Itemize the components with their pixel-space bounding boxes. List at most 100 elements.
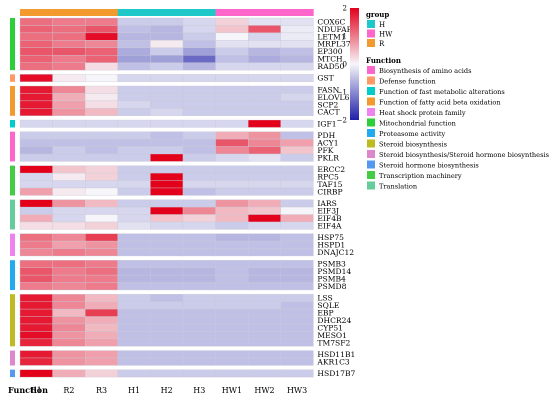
- heatmap-cell: [19, 338, 53, 347]
- heatmap-cell: [248, 146, 281, 155]
- heatmap-cell: [52, 17, 86, 26]
- column-label: H1: [128, 386, 140, 395]
- heatmap-cell: [52, 323, 86, 332]
- function-bar-segment: [10, 233, 15, 256]
- heatmap-cell: [280, 180, 314, 189]
- heatmap-cell: [85, 62, 118, 71]
- heatmap-cell: [215, 17, 249, 26]
- heatmap-cell: [280, 233, 314, 242]
- heatmap-cell: [248, 25, 281, 34]
- heatmap-cell: [85, 260, 118, 268]
- heatmap-cell: [280, 221, 314, 230]
- heatmap-cell: [52, 357, 86, 366]
- heatmap-cell: [150, 206, 184, 215]
- function-bar-segment: [10, 74, 15, 82]
- heatmap-cell: [182, 206, 216, 215]
- heatmap-cell: [280, 187, 314, 196]
- row-label: PSMB4: [317, 274, 346, 283]
- heatmap-cell: [85, 25, 118, 34]
- heatmap-cell: [182, 119, 216, 128]
- heatmap-cell: [85, 214, 118, 223]
- row-label: TAF15: [317, 180, 342, 189]
- heatmap-cell: [150, 180, 184, 189]
- heatmap-cell: [52, 40, 86, 48]
- heatmap-cell: [117, 214, 151, 223]
- heatmap-cell: [150, 131, 184, 140]
- heatmap-cell: [248, 214, 281, 223]
- heatmap-cell: [19, 146, 53, 155]
- heatmap-cell: [52, 55, 86, 63]
- heatmap-cell: [117, 323, 151, 332]
- row-label: HSPD1: [317, 240, 345, 249]
- heatmap-cell: [248, 301, 281, 310]
- function-column-header: Function: [8, 385, 48, 395]
- function-legend-swatch: [367, 139, 375, 148]
- heatmap-cell: [182, 180, 216, 189]
- heatmap-cell: [117, 32, 151, 41]
- color-scale-legend: 2 1 0 −1 −2: [337, 5, 359, 125]
- column-group-bar: [20, 9, 314, 16]
- heatmap-cell: [19, 119, 53, 128]
- heatmap-cell: [117, 100, 151, 109]
- heatmap-cell: [85, 233, 118, 242]
- heatmap-cell: [19, 214, 53, 223]
- heatmap-cell: [248, 100, 281, 109]
- heatmap-cell: [182, 323, 216, 332]
- heatmap-cell: [248, 233, 281, 242]
- function-legend-swatch: [367, 66, 375, 74]
- heatmap-cell: [19, 308, 53, 317]
- heatmap-cell: [85, 32, 118, 41]
- heatmap-cell: [150, 274, 184, 283]
- heatmap-cell: [19, 74, 53, 82]
- heatmap-cell: [150, 199, 184, 208]
- heatmap-cell: [19, 260, 53, 268]
- heatmap-cell: [150, 32, 184, 41]
- row-label: IGF1: [317, 119, 336, 128]
- heatmap-cell: [117, 93, 151, 102]
- heatmap-cell: [150, 47, 184, 56]
- heatmap-cell: [117, 74, 151, 82]
- function-legend-label: Function of fatty acid beta oxidation: [379, 99, 501, 107]
- heatmap-cell: [19, 267, 53, 276]
- function-legend-label: Heat shock protein family: [379, 109, 466, 117]
- heatmap-cell: [19, 40, 53, 48]
- heatmap-cell: [85, 131, 118, 140]
- color-scale-tick: −1: [337, 89, 347, 97]
- heatmap-cell: [150, 357, 184, 366]
- heatmap-cell: [215, 214, 249, 223]
- heatmap-cell: [52, 146, 86, 155]
- heatmap-cell: [85, 40, 118, 48]
- row-label: EIF3J: [317, 206, 339, 215]
- heatmap-cell: [19, 350, 53, 359]
- heatmap-cell: [117, 17, 151, 26]
- function-legend-label: Steroid biosynthesis: [379, 141, 448, 149]
- heatmap-cell: [182, 187, 216, 196]
- row-label: SQLE: [317, 301, 339, 310]
- heatmap-cell: [215, 172, 249, 181]
- heatmap-cell: [150, 119, 184, 128]
- row-label: LETM1: [317, 32, 345, 41]
- heatmap-cell: [85, 308, 118, 317]
- row-label: EIF4B: [317, 214, 342, 223]
- heatmap-cell: [215, 55, 249, 63]
- heatmap-cell: [85, 153, 118, 162]
- heatmap-cell: [280, 260, 314, 268]
- heatmap-cell: [85, 55, 118, 63]
- function-legend-swatch: [367, 76, 375, 85]
- heatmap-cell: [150, 187, 184, 196]
- heatmap-cell: [85, 248, 118, 257]
- row-label: FASN: [317, 85, 339, 94]
- heatmap-cell: [19, 100, 53, 109]
- heatmap-cell: [182, 221, 216, 230]
- heatmap-cell: [150, 267, 184, 276]
- heatmap-cell: [248, 17, 281, 26]
- heatmap-cell: [117, 40, 151, 48]
- heatmap-cell: [19, 131, 53, 140]
- heatmap-cell: [85, 138, 118, 147]
- heatmap-cell: [85, 47, 118, 56]
- heatmap-cell: [215, 338, 249, 347]
- row-label: ERCC2: [317, 165, 345, 174]
- heatmap-cell: [85, 100, 118, 109]
- heatmap-cell: [52, 131, 86, 140]
